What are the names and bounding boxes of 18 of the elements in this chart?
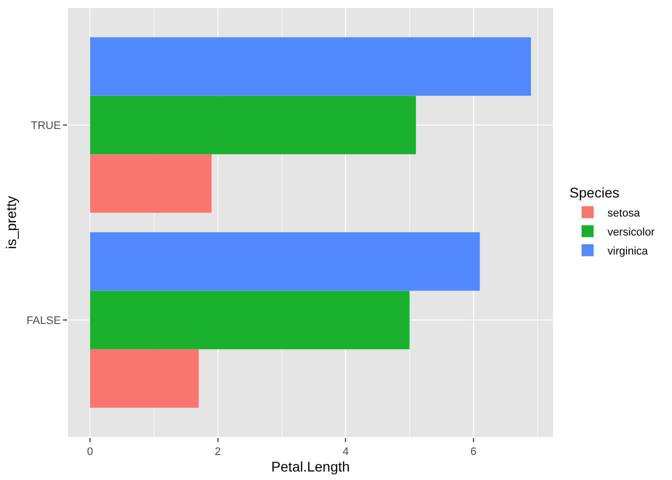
x-axis-title: Petal.Length (271, 458, 350, 474)
legend-label: versicolor (608, 226, 655, 238)
y-tick-label: TRUE (30, 120, 61, 132)
legend-title: Species (570, 184, 620, 201)
bar (90, 290, 410, 350)
bar (90, 154, 212, 213)
bar (90, 232, 480, 291)
x-tick-label: 4 (342, 446, 349, 458)
x-tick-label: 0 (86, 446, 94, 458)
bar (90, 37, 531, 96)
y-axis-title: is_pretty (3, 196, 20, 249)
legend-label: virginica (608, 245, 649, 258)
legend-label: setosa (608, 207, 641, 220)
y-tick-label: FALSE (26, 314, 61, 327)
bar (90, 96, 416, 154)
x-tick-label: 6 (470, 446, 477, 458)
x-tick-label: 2 (214, 446, 221, 458)
bar (90, 349, 199, 408)
